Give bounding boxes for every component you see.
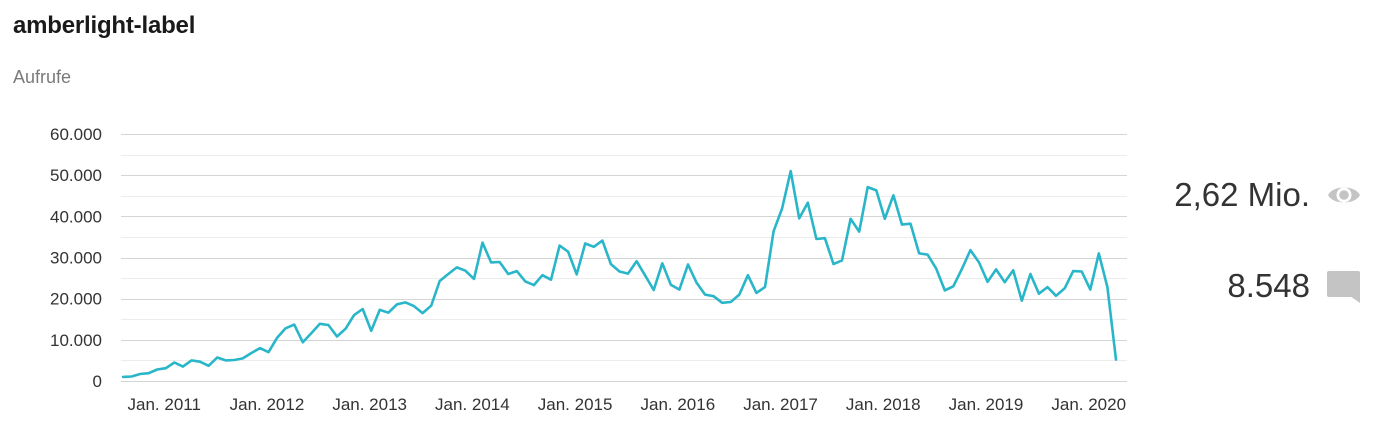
y-tick-label: 50.000	[50, 166, 102, 185]
grid-lines	[121, 134, 1127, 382]
x-tick-label: Jan. 2011	[128, 395, 201, 414]
series-line	[121, 169, 1118, 379]
x-axis-ticks: Jan. 2011 Jan. 2012 Jan. 2013 Jan. 2014 Jan.…	[128, 395, 1127, 414]
metric-label: Aufrufe	[13, 67, 72, 87]
eye-icon	[1327, 182, 1361, 208]
x-tick-label: Jan. 2014	[435, 395, 510, 414]
x-tick-label: Jan. 2013	[332, 395, 407, 414]
x-tick-label: Jan. 2020	[1051, 395, 1126, 414]
comment-icon	[1327, 271, 1360, 303]
y-tick-label: 0	[93, 372, 102, 391]
x-tick-label: Jan. 2016	[640, 395, 715, 414]
y-tick-label: 30.000	[50, 249, 102, 268]
x-tick-label: Jan. 2017	[743, 395, 818, 414]
y-axis-ticks: 0 10.000 20.000 30.000 40.000 50.000 60.000	[50, 125, 102, 391]
y-tick-label: 20.000	[50, 290, 102, 309]
chart-title: amberlight-label	[13, 12, 196, 39]
x-tick-label: Jan. 2019	[949, 395, 1024, 414]
x-tick-label: Jan. 2018	[846, 395, 921, 414]
y-tick-label: 10.000	[50, 331, 102, 350]
x-tick-label: Jan. 2012	[230, 395, 305, 414]
series-layer	[121, 169, 1118, 379]
x-tick-label: Jan. 2015	[538, 395, 613, 414]
total-comments-value: 8.548	[1227, 267, 1310, 304]
y-tick-label: 40.000	[50, 207, 102, 226]
total-views-value: 2,62 Mio.	[1174, 176, 1310, 213]
y-tick-label: 60.000	[50, 125, 102, 144]
